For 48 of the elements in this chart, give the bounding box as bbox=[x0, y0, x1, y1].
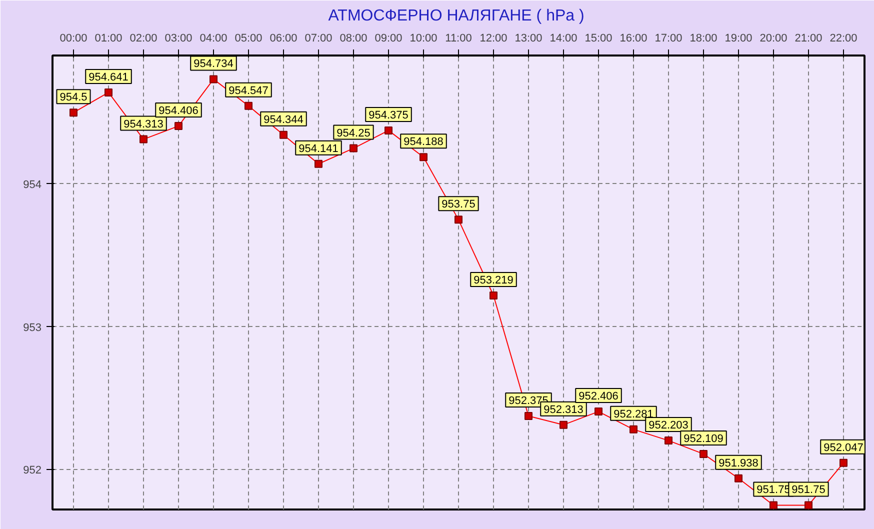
data-label: 954.344 bbox=[264, 114, 304, 126]
data-label: 954.375 bbox=[368, 109, 408, 122]
data-label: 953.219 bbox=[474, 274, 514, 286]
data-label: 954.141 bbox=[298, 142, 338, 155]
data-label: 954.547 bbox=[228, 84, 268, 97]
x-tick-label: 04:00 bbox=[200, 32, 228, 44]
data-label: 954.641 bbox=[88, 71, 128, 84]
y-tick-label: 952 bbox=[23, 464, 42, 477]
x-tick-label: 08:00 bbox=[340, 32, 368, 44]
x-tick-label: 20:00 bbox=[760, 32, 788, 44]
x-tick-label: 01:00 bbox=[94, 32, 122, 44]
x-tick-label: 00:00 bbox=[60, 32, 88, 44]
data-label: 954.25 bbox=[336, 127, 370, 140]
x-tick-label: 10:00 bbox=[410, 32, 438, 44]
x-tick-label: 05:00 bbox=[234, 32, 262, 44]
x-tick-label: 15:00 bbox=[584, 32, 612, 44]
data-label: 951.938 bbox=[718, 457, 758, 470]
x-tick-label: 12:00 bbox=[480, 32, 508, 44]
chart-title: АТМОСФЕРНО НАЛЯГАНЕ ( hPa ) bbox=[328, 8, 584, 24]
x-tick-label: 18:00 bbox=[690, 32, 718, 44]
data-label: 952.313 bbox=[544, 404, 584, 416]
x-tick-label: 19:00 bbox=[724, 32, 752, 44]
data-label: 952.047 bbox=[824, 442, 864, 454]
data-label: 954.406 bbox=[158, 105, 198, 118]
y-tick-label: 953 bbox=[23, 322, 42, 334]
x-tick-label: 21:00 bbox=[794, 32, 822, 44]
x-tick-label: 03:00 bbox=[164, 32, 192, 44]
x-tick-label: 17:00 bbox=[654, 32, 682, 44]
data-label: 954.734 bbox=[194, 58, 234, 70]
data-label: 952.406 bbox=[578, 390, 618, 403]
x-tick-label: 06:00 bbox=[270, 32, 298, 44]
x-tick-label: 02:00 bbox=[130, 32, 158, 44]
x-tick-label: 11:00 bbox=[445, 32, 472, 44]
x-tick-label: 22:00 bbox=[830, 32, 858, 44]
data-label: 954.188 bbox=[404, 136, 444, 148]
data-label: 952.203 bbox=[648, 420, 688, 432]
data-label: 954.313 bbox=[124, 118, 164, 130]
y-tick-label: 954 bbox=[23, 178, 42, 191]
x-tick-label: 14:00 bbox=[550, 32, 578, 44]
data-label: 952.281 bbox=[614, 408, 654, 420]
data-label: 954.5 bbox=[60, 92, 88, 104]
x-tick-label: 13:00 bbox=[514, 32, 542, 44]
x-tick-label: 16:00 bbox=[620, 32, 648, 44]
x-tick-label: 07:00 bbox=[304, 32, 332, 44]
data-label: 953.75 bbox=[442, 198, 476, 211]
x-tick-label: 09:00 bbox=[374, 32, 402, 44]
data-label: 951.75 bbox=[792, 484, 826, 496]
data-label: 952.109 bbox=[684, 432, 724, 445]
